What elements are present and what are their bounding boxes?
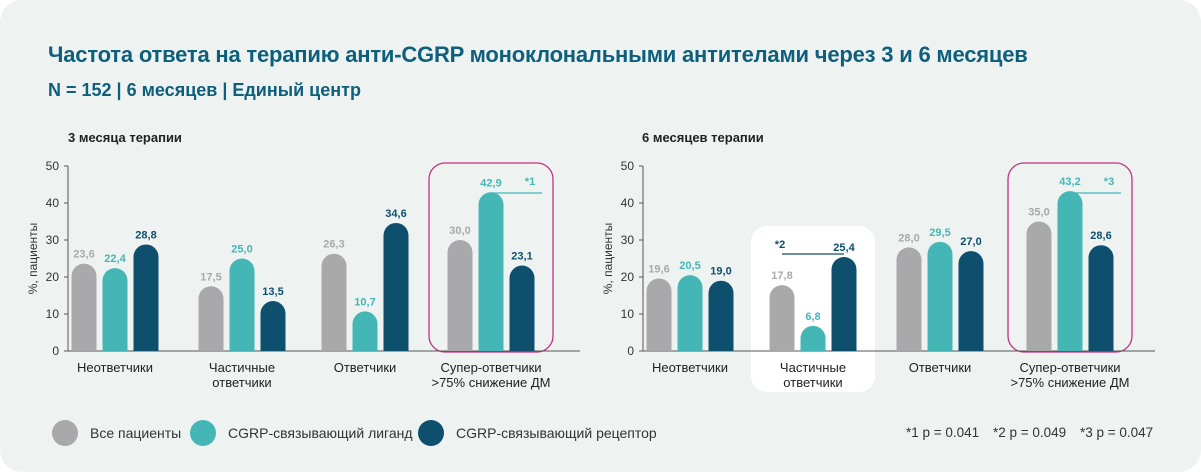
bar-0-2-1 <box>352 311 378 351</box>
y-tick-label-0-30: 30 <box>46 233 60 247</box>
y-tick-label-0-0: 0 <box>52 344 59 358</box>
y-axis-label-0: %, пациенты <box>26 223 40 295</box>
legend-swatch-receptor <box>418 420 444 446</box>
bar-label-1-0-2: 19,0 <box>710 266 731 278</box>
bar-label-0-1-0: 17,5 <box>200 271 221 283</box>
bar-0-0-2 <box>133 244 159 351</box>
y-tick-label-0-40: 40 <box>46 196 60 210</box>
bar-0-0-0 <box>71 263 97 351</box>
x-tick-label-1-3-0: Супер-ответчики <box>1019 360 1120 375</box>
bar-label-0-1-2: 13,5 <box>262 286 283 298</box>
bar-label-0-3-0: 30,0 <box>449 225 470 237</box>
bar-label-0-3-2: 23,1 <box>511 251 532 263</box>
bar-1-3-1 <box>1057 191 1083 351</box>
x-tick-label-1-1-1: ответчики <box>783 375 842 390</box>
panel-title-0: 3 месяца терапии <box>68 130 182 145</box>
x-tick-label-0-3-0: Супер-ответчики <box>440 360 541 375</box>
x-tick-label-1-3-1: >75% снижение ДМ <box>1010 375 1129 390</box>
bar-0-3-2 <box>509 265 535 351</box>
bar-0-1-0 <box>198 286 224 351</box>
bar-1-1-2 <box>831 257 857 351</box>
x-tick-label-1-1-0: Частичные <box>780 360 846 375</box>
bar-0-3-0 <box>447 239 473 351</box>
bar-label-1-3-1: 43,2 <box>1059 176 1080 188</box>
y-tick-label-1-50: 50 <box>621 159 635 173</box>
bar-0-2-2 <box>383 222 409 351</box>
bar-label-1-1-1: 6,8 <box>805 311 820 323</box>
x-tick-label-1-2-0: Ответчики <box>909 360 972 375</box>
y-tick-label-1-40: 40 <box>621 196 635 210</box>
x-tick-label-0-1-0: Частичные <box>209 360 275 375</box>
chart-subtitle: N = 152 | 6 месяцев | Единый центр <box>48 80 361 100</box>
highlight-box-1-1 <box>1007 162 1133 353</box>
bar-1-3-2 <box>1088 245 1114 351</box>
bar-label-1-1-2: 25,4 <box>833 242 855 254</box>
p-values: *1 p = 0.041 *2 p = 0.049 *3 p = 0.047 <box>906 425 1153 440</box>
bar-1-0-0 <box>646 278 672 351</box>
sig-annotation-1-1: *3 <box>1104 176 1114 188</box>
bar-label-0-1-1: 25,0 <box>231 244 252 256</box>
bar-label-0-0-2: 28,8 <box>135 229 156 241</box>
bar-1-2-0 <box>896 247 922 351</box>
x-tick-label-0-0-0: Неответчики <box>77 360 153 375</box>
bar-1-2-2 <box>958 251 984 351</box>
y-tick-label-0-10: 10 <box>46 307 60 321</box>
x-tick-label-1-0-0: Неответчики <box>652 360 728 375</box>
chart-title: Частота ответа на терапию анти-CGRP моно… <box>48 42 1028 67</box>
bar-label-0-3-1: 42,9 <box>480 177 501 189</box>
bar-label-1-2-0: 28,0 <box>898 232 919 244</box>
bar-label-0-2-1: 10,7 <box>354 296 375 308</box>
bar-1-1-1 <box>800 325 826 351</box>
legend-item-receptor: CGRP-связывающий рецептор <box>418 420 657 446</box>
bar-label-1-2-1: 29,5 <box>929 227 950 239</box>
bar-label-1-0-0: 19,6 <box>648 263 669 275</box>
legend-item-all-patients: Все пациенты <box>52 420 181 446</box>
bar-0-0-1 <box>102 268 128 351</box>
panel-title-1: 6 месяцев терапии <box>642 130 764 145</box>
bar-label-0-0-1: 22,4 <box>104 253 126 265</box>
p-value-1: *1 p = 0.041 <box>906 425 980 440</box>
bar-0-1-2 <box>260 301 286 351</box>
bar-1-3-0 <box>1026 221 1052 351</box>
bar-1-2-1 <box>927 241 953 351</box>
bar-label-1-2-2: 27,0 <box>960 236 981 248</box>
y-tick-label-1-20: 20 <box>621 270 635 284</box>
legend-label-ligand: CGRP-связывающий лиганд <box>228 425 413 441</box>
bar-label-0-2-0: 26,3 <box>323 239 344 251</box>
bar-label-0-2-2: 34,6 <box>385 208 406 220</box>
bar-label-0-0-0: 23,6 <box>73 249 94 261</box>
legend-label-all-patients: Все пациенты <box>90 425 182 441</box>
bar-label-1-0-1: 20,5 <box>679 260 700 272</box>
p-value-2: *2 p = 0.049 <box>992 425 1067 440</box>
y-axis-label-1: %, пациенты <box>601 223 615 295</box>
x-tick-label-0-2-0: Ответчики <box>334 360 397 375</box>
bar-1-1-0 <box>769 285 795 351</box>
bar-1-0-2 <box>708 280 734 351</box>
x-tick-label-0-3-1: >75% снижение ДМ <box>431 375 550 390</box>
y-tick-label-1-10: 10 <box>621 307 635 321</box>
p-value-3: *3 p = 0.047 <box>1079 425 1154 440</box>
y-tick-label-1-30: 30 <box>621 233 635 247</box>
y-tick-label-0-50: 50 <box>46 159 60 173</box>
bar-label-1-1-0: 17,8 <box>771 270 792 282</box>
y-tick-label-0-20: 20 <box>46 270 60 284</box>
y-tick-label-1-0: 0 <box>627 344 634 358</box>
x-tick-label-0-1-1: ответчики <box>212 375 271 390</box>
sig-annotation-1-0: *2 <box>775 239 785 251</box>
bar-label-1-3-0: 35,0 <box>1028 207 1049 219</box>
legend-label-receptor: CGRP-связывающий рецептор <box>456 425 657 441</box>
highlight-box-0-0 <box>428 162 554 353</box>
bar-label-1-3-2: 28,6 <box>1090 230 1111 242</box>
legend-swatch-all-patients <box>52 420 78 446</box>
bar-0-1-1 <box>229 258 255 351</box>
legend-swatch-ligand <box>190 420 216 446</box>
bar-0-2-0 <box>321 253 347 351</box>
bar-0-3-1 <box>478 192 504 351</box>
bar-1-0-1 <box>677 275 703 351</box>
sig-annotation-0-0: *1 <box>525 176 535 188</box>
legend-item-ligand: CGRP-связывающий лиганд <box>190 420 413 446</box>
